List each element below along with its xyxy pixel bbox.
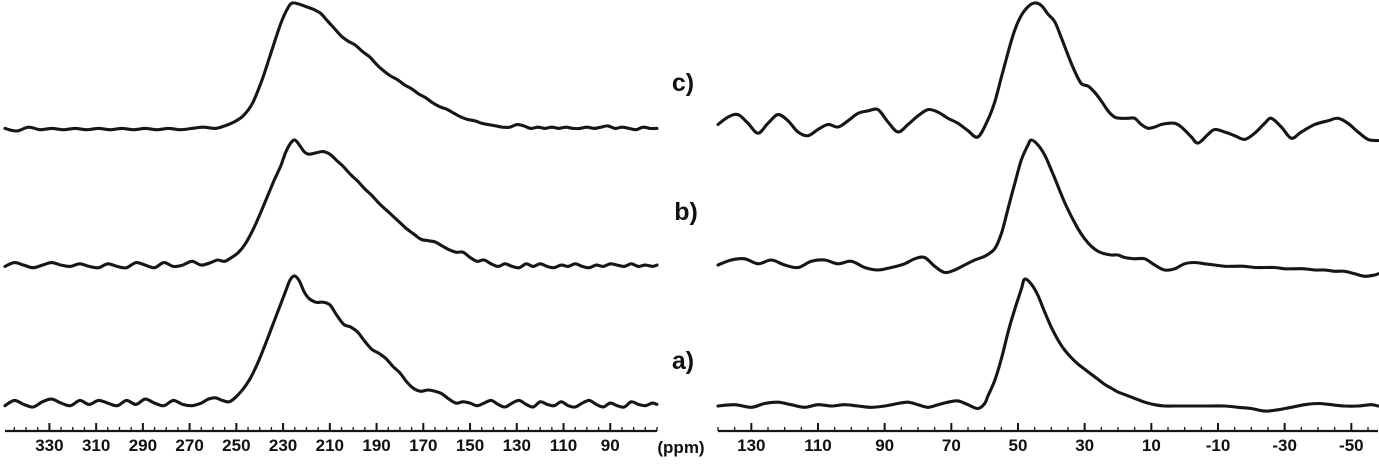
spectrum-trace-a <box>716 277 1379 413</box>
x-axis-tick-label: 190 <box>362 436 390 455</box>
x-axis-tick-label: 110 <box>550 436 577 455</box>
right-spectrum-panel: 130 110 90 70 50 30 10 -10 -30 -50 <box>716 1 1379 455</box>
x-axis-tick-label: 110 <box>804 436 831 455</box>
x-axis-tick-label: 130 <box>737 436 765 455</box>
x-axis-tick-label: 250 <box>222 436 250 455</box>
spectrum-trace-c <box>3 1 659 133</box>
spectrum-trace-b <box>3 138 659 270</box>
x-axis-tick-label: 50 <box>1009 436 1028 455</box>
x-axis-tick-label: 30 <box>1075 436 1094 455</box>
x-axis-tick-label: 310 <box>82 436 110 455</box>
x-axis-tick-label: 230 <box>269 436 297 455</box>
x-axis-tick-label: 130 <box>503 436 531 455</box>
x-axis-tick-label: 290 <box>129 436 157 455</box>
x-axis-tick-label: 150 <box>456 436 484 455</box>
row-label-b: b) <box>674 198 698 226</box>
row-label-c: c) <box>671 69 695 97</box>
x-axis-tick-label: 330 <box>35 436 63 455</box>
spectrum-trace-c <box>716 1 1379 145</box>
left-spectrum-panel: 330 310 290 270 250 230 210 190 170 150 130 110 90 <box>3 1 659 455</box>
spectrum-trace-a <box>3 274 659 409</box>
row-label-a: a) <box>671 347 695 375</box>
ppm-unit-label: (ppm) <box>657 438 705 457</box>
x-axis-tick-label: -50 <box>1339 436 1364 455</box>
x-axis-tick-label: 170 <box>409 436 437 455</box>
x-axis-tick-label: -30 <box>1272 436 1297 455</box>
x-axis-tick-label: 270 <box>175 436 203 455</box>
x-axis-tick-label: -10 <box>1206 436 1231 455</box>
spectrum-trace-b <box>716 138 1379 278</box>
x-axis-tick-label: 210 <box>316 436 344 455</box>
x-axis-tick-label: 90 <box>601 436 620 455</box>
x-axis-tick-label: 10 <box>1142 436 1161 455</box>
x-axis-tick-label: 70 <box>942 436 961 455</box>
x-axis-tick-label: 90 <box>875 436 894 455</box>
